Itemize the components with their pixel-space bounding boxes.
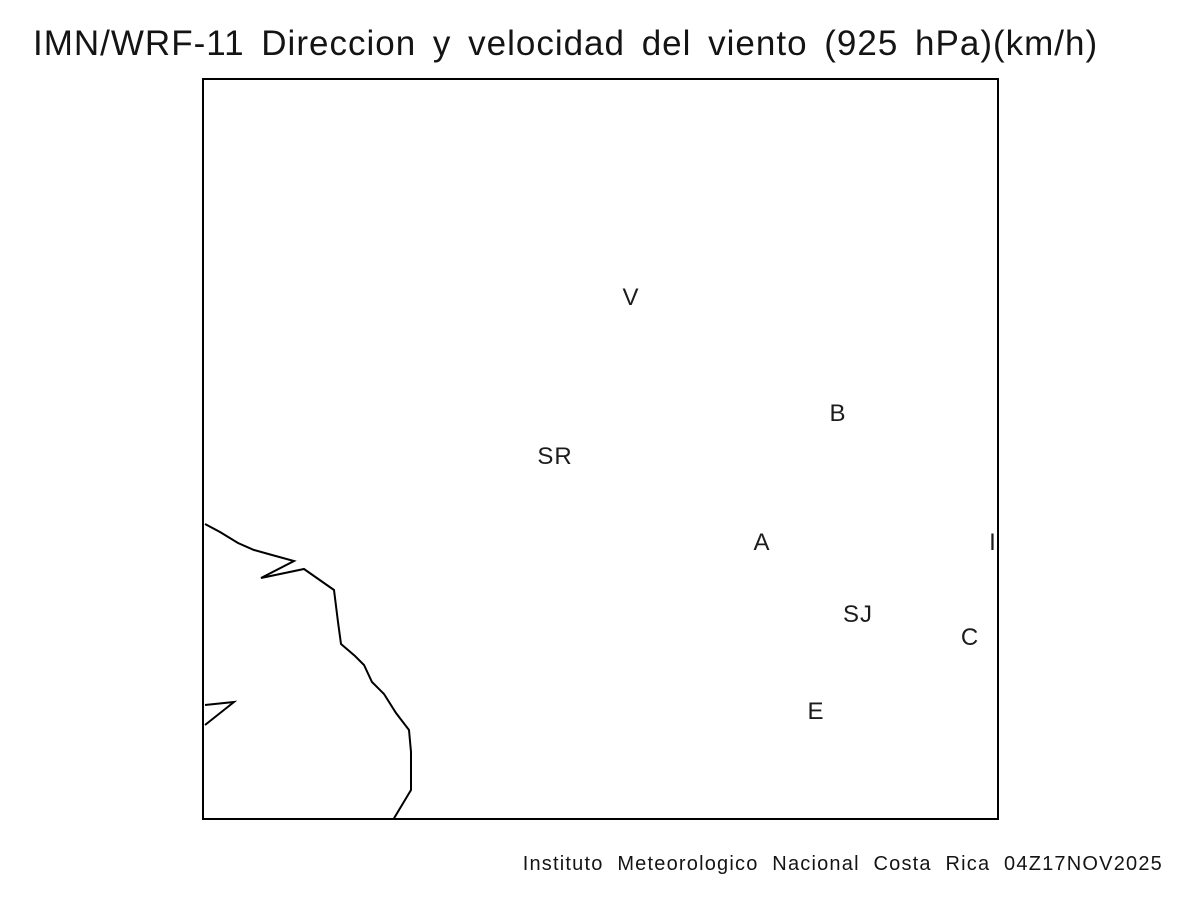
- station-label-sr: SR: [537, 443, 573, 470]
- coastline-main: [204, 523, 412, 818]
- station-label-e: E: [807, 698, 825, 725]
- credit-text: Instituto Meteorologico Nacional Costa R…: [522, 853, 1163, 875]
- station-label-a: A: [753, 529, 771, 556]
- page-title: IMN/WRF-11 Direccion y velocidad del vie…: [33, 24, 1099, 63]
- map-frame: V B SR A I SJ C E: [202, 78, 999, 820]
- coastline-svg: [204, 523, 412, 818]
- coastline-wedge: [204, 700, 238, 726]
- station-label-v: V: [622, 284, 640, 311]
- station-label-c: C: [960, 624, 980, 651]
- station-label-sj: SJ: [842, 601, 874, 628]
- station-layer: V B SR A I SJ C E: [204, 80, 997, 818]
- station-label-b: B: [829, 400, 847, 427]
- station-label-i: I: [989, 529, 997, 556]
